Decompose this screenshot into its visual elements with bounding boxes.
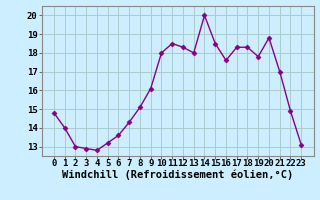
X-axis label: Windchill (Refroidissement éolien,°C): Windchill (Refroidissement éolien,°C) [62, 170, 293, 180]
